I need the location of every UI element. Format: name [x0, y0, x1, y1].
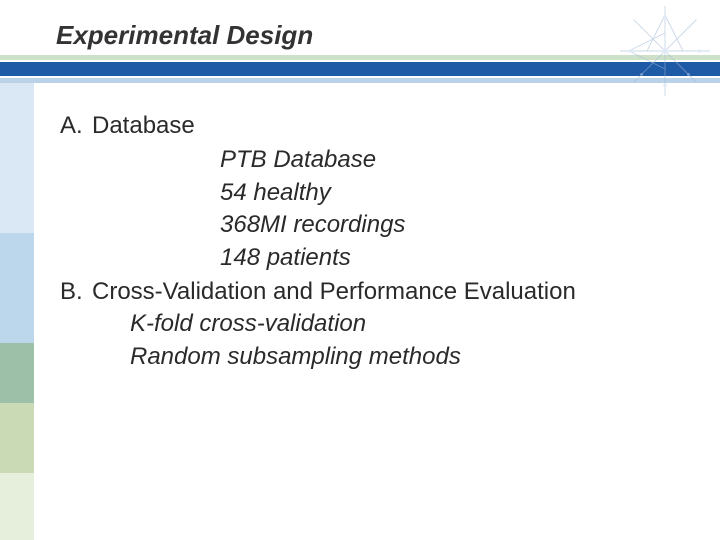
- accent-bar-bottom: [0, 78, 720, 83]
- section-b-label: Cross-Validation and Performance Evaluat…: [92, 276, 670, 308]
- section-a-marker: A.: [60, 110, 92, 142]
- section-a-label: Database: [92, 110, 195, 142]
- section-b-marker: B.: [60, 276, 92, 308]
- section-a-item: 148 patients: [220, 242, 670, 274]
- left-decorative-strip: [0, 83, 34, 540]
- section-b-item: K-fold cross-validation: [130, 308, 670, 340]
- section-a-item: PTB Database: [220, 144, 670, 176]
- section-a-item: 368MI recordings: [220, 209, 670, 241]
- slide-title: Experimental Design: [56, 20, 313, 51]
- content-area: A. Database PTB Database 54 healthy 368M…: [60, 110, 670, 373]
- slide: Experimental Design: [0, 0, 720, 540]
- section-b-heading: B. Cross-Validation and Performance Eval…: [60, 276, 670, 308]
- title-underline-bar: [0, 62, 720, 76]
- section-a-heading: A. Database: [60, 110, 670, 142]
- section-a-item: 54 healthy: [220, 177, 670, 209]
- section-b-item: Random subsampling methods: [130, 341, 670, 373]
- accent-bar-top: [0, 55, 720, 60]
